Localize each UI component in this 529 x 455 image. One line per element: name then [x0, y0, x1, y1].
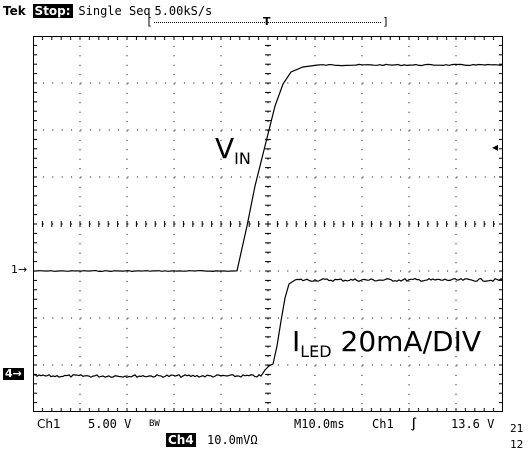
acquisition-state: Stop: — [32, 4, 73, 18]
vin-trace — [33, 63, 503, 273]
bracket-dots — [154, 22, 381, 23]
trigger-source: Ch1 — [372, 417, 394, 431]
acquisition-mode: Single Seq — [78, 4, 151, 18]
iled-label: ILED 20mA/DIV — [292, 327, 481, 367]
scope-footer: Ch1 5.00 V BW Ch4 10.0mVΩ M10.0ms Ch1 ∫ … — [0, 414, 529, 455]
trigger-level: 13.6 V — [451, 417, 495, 431]
iled-label-main: I — [292, 325, 301, 358]
timebase: M10.0ms — [294, 417, 345, 431]
bracket-left: [ — [146, 15, 153, 28]
bracket-right: ] — [382, 15, 389, 28]
brand-label: Tek — [3, 4, 26, 18]
iled-scale-label: 20mA/DIV — [340, 325, 481, 358]
scope-display — [33, 36, 503, 412]
graticule — [33, 36, 503, 412]
sample-rate: 5.00kS/s — [154, 4, 213, 18]
vin-label-main: V — [215, 132, 235, 165]
ch1-label: Ch1 — [37, 417, 61, 431]
corner-number-bottom: 12 — [510, 438, 524, 451]
trigger-level-marker: ◂ — [492, 140, 499, 154]
trigger-time-marker: T — [263, 15, 271, 28]
corner-number-top: 21 — [510, 422, 524, 435]
scope-header: Tek Stop: Single Seq 5.00kS/s — [3, 3, 212, 19]
ch4-label: Ch4 — [166, 433, 196, 447]
ch4-scale: 10.0mVΩ — [207, 433, 258, 447]
ch1-scale: 5.00 V — [88, 417, 132, 431]
scope-screen — [33, 36, 503, 412]
vin-label: VIN — [215, 134, 251, 174]
iled-label-sub: LED — [300, 342, 332, 361]
ch4-ground-marker: 4→ — [3, 367, 24, 380]
iled-trace — [33, 277, 503, 378]
bandwidth-limit-mark: BW — [149, 419, 160, 429]
trigger-slope-icon: ∫ — [410, 417, 418, 431]
ch1-ground-marker: 1→ — [11, 263, 28, 276]
vin-label-sub: IN — [234, 149, 251, 168]
trigger-position-bracket: [ T ] — [146, 15, 389, 28]
